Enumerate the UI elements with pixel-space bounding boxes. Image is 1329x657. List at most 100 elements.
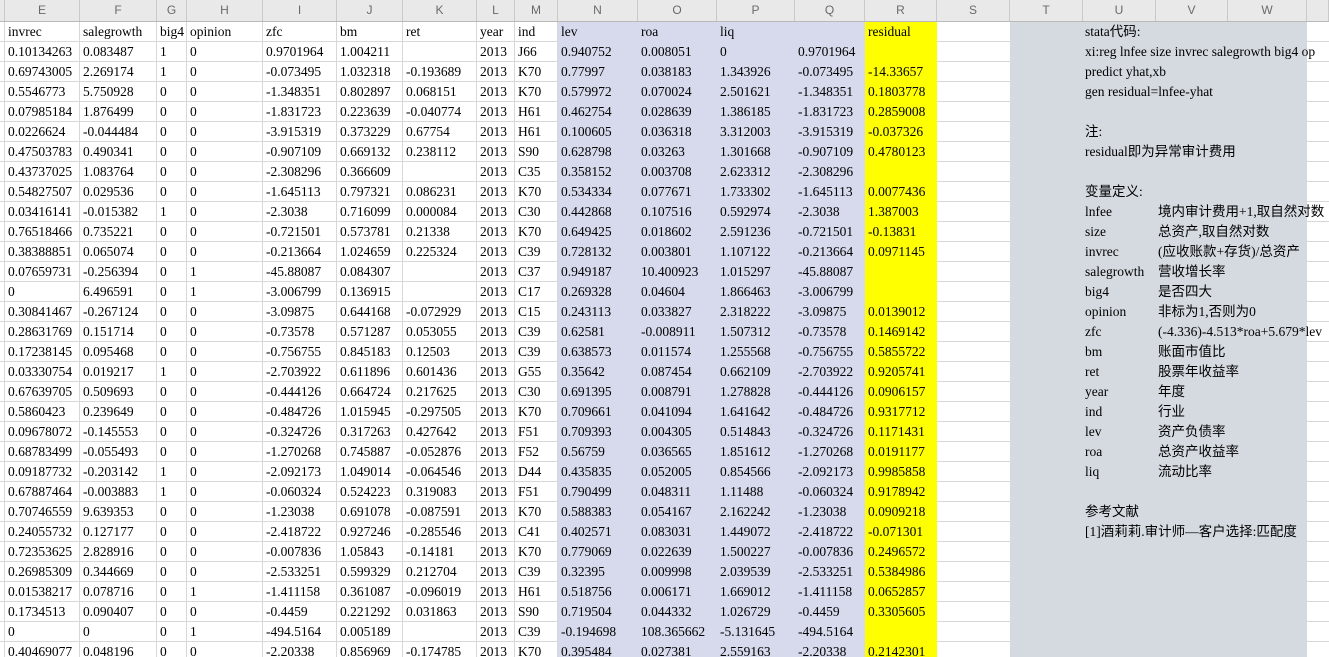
- definition-text[interactable]: 资产负债率: [1158, 424, 1226, 439]
- data-cell[interactable]: 1.107122: [720, 244, 771, 259]
- data-cell[interactable]: 0: [160, 124, 167, 139]
- data-cell[interactable]: -2.20338: [266, 644, 315, 657]
- data-cell[interactable]: 2013: [480, 484, 507, 499]
- column-label-cell[interactable]: salegrowth: [83, 24, 143, 39]
- data-cell[interactable]: 0.052005: [641, 464, 692, 479]
- data-cell[interactable]: -45.88087: [266, 264, 322, 279]
- data-cell[interactable]: 0: [190, 504, 197, 519]
- data-cell[interactable]: 0.3305605: [868, 604, 926, 619]
- data-cell[interactable]: 0: [160, 264, 167, 279]
- data-cell[interactable]: 0.008051: [641, 44, 692, 59]
- data-cell[interactable]: 0: [160, 304, 167, 319]
- data-cell[interactable]: C41: [518, 524, 541, 539]
- column-label-cell[interactable]: invrec: [8, 24, 42, 39]
- data-cell[interactable]: 6.496591: [83, 284, 134, 299]
- data-cell[interactable]: 0: [160, 164, 167, 179]
- data-cell[interactable]: 0.669132: [340, 144, 391, 159]
- data-cell[interactable]: 0.09678072: [8, 424, 73, 439]
- data-cell[interactable]: 0.1734513: [8, 604, 66, 619]
- data-cell[interactable]: 0.69743005: [8, 64, 73, 79]
- data-cell[interactable]: 0.856969: [340, 644, 391, 657]
- data-cell[interactable]: 108.365662: [641, 624, 706, 639]
- data-cell[interactable]: -1.348351: [798, 84, 854, 99]
- data-cell[interactable]: -0.044484: [83, 124, 139, 139]
- data-cell[interactable]: 0: [190, 84, 197, 99]
- data-cell[interactable]: 0.534334: [561, 184, 612, 199]
- data-cell[interactable]: 0.40469077: [8, 644, 73, 657]
- column-label-cell[interactable]: residual: [868, 24, 911, 39]
- data-cell[interactable]: 2013: [480, 524, 507, 539]
- data-cell[interactable]: 2013: [480, 324, 507, 339]
- data-cell[interactable]: 0.691395: [561, 384, 612, 399]
- data-cell[interactable]: 0.221292: [340, 604, 391, 619]
- data-cell[interactable]: K70: [518, 644, 542, 657]
- data-cell[interactable]: 0.9701964: [266, 44, 324, 59]
- data-cell[interactable]: 1.507312: [720, 324, 771, 339]
- data-cell[interactable]: 2.162242: [720, 504, 771, 519]
- data-cell[interactable]: 2013: [480, 364, 507, 379]
- data-cell[interactable]: [403, 262, 477, 282]
- definition-term[interactable]: invrec: [1085, 244, 1119, 259]
- data-cell[interactable]: 0.036565: [641, 444, 692, 459]
- data-cell[interactable]: 0: [190, 164, 197, 179]
- data-cell[interactable]: 0.628798: [561, 144, 612, 159]
- data-cell[interactable]: 0.022639: [641, 544, 692, 559]
- data-cell[interactable]: 0: [190, 104, 197, 119]
- data-cell[interactable]: 0.07659731: [8, 264, 73, 279]
- data-cell[interactable]: 1.015297: [720, 264, 771, 279]
- column-label-cell[interactable]: ret: [406, 24, 421, 39]
- data-cell[interactable]: -0.285546: [406, 524, 462, 539]
- data-cell[interactable]: 0.67639705: [8, 384, 73, 399]
- data-cell[interactable]: 0: [190, 144, 197, 159]
- data-cell[interactable]: -2.20338: [798, 644, 847, 657]
- data-cell[interactable]: 0.003708: [641, 164, 692, 179]
- data-cell[interactable]: 0: [160, 604, 167, 619]
- data-cell[interactable]: 0.716099: [340, 204, 391, 219]
- data-cell[interactable]: -0.756755: [798, 344, 854, 359]
- data-cell[interactable]: 0.797321: [340, 184, 391, 199]
- data-cell[interactable]: 2013: [480, 564, 507, 579]
- data-cell[interactable]: 0.243113: [561, 304, 612, 319]
- data-cell[interactable]: 0: [160, 84, 167, 99]
- data-cell[interactable]: K70: [518, 84, 542, 99]
- data-cell[interactable]: 0.005189: [340, 624, 391, 639]
- data-cell[interactable]: 2013: [480, 584, 507, 599]
- data-cell[interactable]: 1.049014: [340, 464, 391, 479]
- data-cell[interactable]: 0.028639: [641, 104, 692, 119]
- data-cell[interactable]: 0.018602: [641, 224, 692, 239]
- data-cell[interactable]: -45.88087: [798, 264, 854, 279]
- data-cell[interactable]: 0.065074: [83, 244, 134, 259]
- data-cell[interactable]: C39: [518, 564, 541, 579]
- data-cell[interactable]: -0.756755: [266, 344, 322, 359]
- data-cell[interactable]: 2013: [480, 644, 507, 657]
- data-cell[interactable]: -5.131645: [720, 624, 776, 639]
- data-cell[interactable]: 0.083487: [83, 44, 134, 59]
- data-cell[interactable]: 0.0226624: [8, 124, 66, 139]
- data-cell[interactable]: 0.077671: [641, 184, 692, 199]
- data-cell[interactable]: 1.500227: [720, 544, 771, 559]
- data-cell[interactable]: K70: [518, 184, 542, 199]
- column-header-N[interactable]: N: [558, 0, 638, 21]
- data-cell[interactable]: 0: [160, 584, 167, 599]
- data-cell[interactable]: -494.5164: [266, 624, 322, 639]
- definition-text[interactable]: 股票年收益率: [1158, 364, 1239, 379]
- definition-term[interactable]: year: [1085, 384, 1109, 399]
- data-cell[interactable]: 2.559163: [720, 644, 771, 657]
- data-cell[interactable]: 0: [190, 124, 197, 139]
- data-cell[interactable]: 0.2496572: [868, 544, 926, 559]
- data-cell[interactable]: 0: [190, 604, 197, 619]
- column-label-cell[interactable]: liq: [720, 24, 735, 39]
- data-cell[interactable]: -3.915319: [266, 124, 322, 139]
- data-cell[interactable]: 0: [160, 524, 167, 539]
- data-cell[interactable]: 0.524223: [340, 484, 391, 499]
- data-cell[interactable]: 0.344669: [83, 564, 134, 579]
- data-cell[interactable]: 0.000084: [406, 204, 457, 219]
- data-cell[interactable]: -0.14181: [406, 544, 455, 559]
- data-cell[interactable]: 0.664724: [340, 384, 391, 399]
- data-cell[interactable]: 0.745887: [340, 444, 391, 459]
- data-cell[interactable]: C30: [518, 384, 541, 399]
- data-cell[interactable]: 0.35642: [561, 364, 605, 379]
- data-cell[interactable]: 0.070024: [641, 84, 692, 99]
- data-cell[interactable]: 0: [190, 384, 197, 399]
- data-cell[interactable]: 0.083031: [641, 524, 692, 539]
